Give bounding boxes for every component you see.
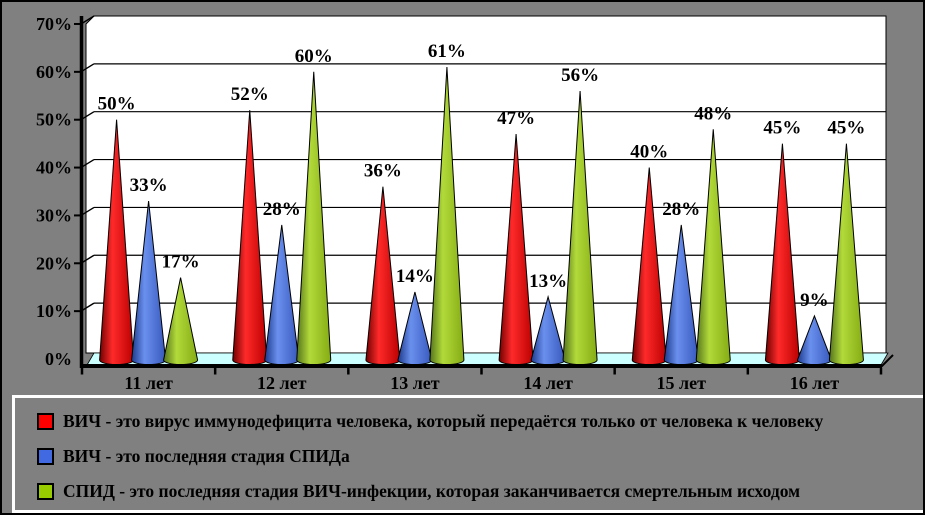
back-wall [85, 15, 887, 354]
x-axis-label: 12 лет [257, 373, 307, 393]
data-label: 47% [497, 108, 535, 129]
cone-2-2 [429, 67, 465, 365]
y-axis-label: 20% [36, 253, 72, 273]
cone-2-3 [562, 90, 598, 365]
y-axis-label: 30% [36, 205, 72, 225]
x-axis-label: 14 лет [523, 373, 573, 393]
data-label: 40% [630, 142, 668, 163]
legend-label: СПИД - это последняя стадия ВИЧ-инфекции… [63, 481, 801, 501]
cone-2-4 [695, 129, 731, 365]
y-axis-label: 40% [36, 158, 72, 178]
cone-2-0 [163, 277, 199, 365]
y-axis-label: 10% [36, 301, 72, 321]
data-label: 28% [662, 199, 700, 220]
data-label: 14% [396, 266, 434, 287]
floor-corner-diagonal [880, 354, 894, 368]
cone-2-5 [828, 143, 864, 365]
legend-label: ВИЧ - это последняя стадия СПИДа [63, 446, 350, 466]
x-axis-label: 13 лет [390, 373, 440, 393]
data-label: 45% [763, 118, 801, 139]
legend-label: ВИЧ - это вирус иммунодефицита человека,… [63, 411, 824, 431]
data-label: 45% [827, 118, 865, 139]
legend: ВИЧ - это вирус иммунодефицита человека,… [12, 395, 923, 513]
legend-item: СПИД - это последняя стадия ВИЧ-инфекции… [37, 474, 923, 509]
x-axis-label: 16 лет [790, 373, 840, 393]
data-label: 17% [162, 252, 200, 273]
x-axis-label: 15 лет [657, 373, 707, 393]
data-label: 61% [428, 41, 466, 62]
y-axis-label: 70% [36, 14, 72, 34]
data-label: 33% [130, 175, 168, 196]
data-label: 48% [694, 103, 732, 124]
data-label: 56% [561, 65, 599, 86]
cone-2-1 [296, 71, 332, 365]
x-axis-label: 11 лет [124, 373, 173, 393]
legend-swatch-icon [37, 483, 54, 500]
data-label: 13% [529, 271, 567, 292]
data-label: 60% [295, 46, 333, 67]
legend-item: ВИЧ - это вирус иммунодефицита человека,… [37, 404, 923, 439]
data-label: 9% [800, 290, 829, 311]
legend-swatch-icon [37, 413, 54, 430]
data-label: 28% [263, 199, 301, 220]
y-axis-label: 0% [45, 349, 72, 369]
legend-swatch-icon [37, 448, 54, 465]
data-label: 50% [98, 94, 136, 115]
y-axis-label: 50% [36, 110, 72, 130]
data-label: 52% [231, 84, 269, 105]
plot-area: 0% 10% 20% 30% 40% 50% 60% 70% 11 лет 12 лет 13 ле… [36, 14, 894, 393]
data-label: 36% [364, 161, 402, 182]
legend-item: ВИЧ - это последняя стадия СПИДа [37, 439, 923, 474]
y-axis-label: 60% [36, 62, 72, 82]
